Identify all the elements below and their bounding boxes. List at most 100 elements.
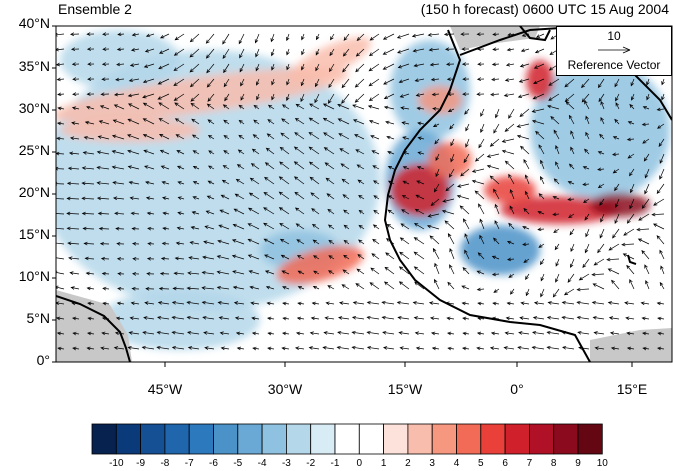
wind-vector <box>386 223 395 230</box>
wind-vector <box>569 258 575 269</box>
wind-vector <box>661 93 665 101</box>
wind-vector <box>373 209 380 215</box>
wind-vector <box>248 192 260 200</box>
wind-vector <box>427 33 440 37</box>
wind-vector <box>506 240 515 245</box>
wind-vector <box>278 207 290 215</box>
wind-vector <box>477 62 485 66</box>
wind-vector <box>270 48 275 57</box>
wind-vector <box>127 118 140 125</box>
wind-vector <box>656 235 665 245</box>
wind-vector <box>68 256 80 260</box>
wind-vector <box>576 287 590 292</box>
wind-vector <box>265 285 275 290</box>
wind-vector <box>645 280 650 290</box>
wind-vector <box>240 93 245 101</box>
wind-vector <box>533 78 545 84</box>
wind-vector <box>99 105 110 110</box>
wind-vector <box>471 179 485 185</box>
wind-vector <box>72 346 80 351</box>
wind-vector <box>354 78 365 88</box>
wind-vector <box>340 163 350 170</box>
wind-vector <box>336 345 350 350</box>
wind-vector <box>177 181 185 185</box>
wind-vector <box>324 316 335 320</box>
wind-vector <box>614 213 620 224</box>
wind-vector <box>518 331 530 335</box>
wind-vector <box>519 145 530 155</box>
wind-vector <box>386 135 395 140</box>
anomaly-blob <box>56 67 349 123</box>
wind-vector <box>552 212 560 217</box>
wind-vector <box>444 220 455 230</box>
wind-vector <box>223 63 230 74</box>
wind-vector <box>278 176 290 185</box>
wind-vector <box>387 166 395 170</box>
wind-vector <box>501 138 515 143</box>
colorbar-label: -1 <box>330 458 340 469</box>
wind-vector <box>490 331 500 336</box>
wind-vector <box>503 346 515 350</box>
wind-vector <box>413 237 425 245</box>
wind-vector <box>552 196 560 200</box>
wind-vector <box>554 243 560 251</box>
anomaly-shading <box>56 30 670 350</box>
wind-vector <box>464 108 470 115</box>
wind-vector <box>132 256 140 261</box>
wind-vector <box>449 264 455 275</box>
wind-vector <box>636 227 650 232</box>
wind-vector <box>446 77 455 82</box>
wind-vector <box>158 63 170 70</box>
wind-vector <box>271 93 275 101</box>
colorbar-swatch <box>261 423 287 455</box>
wind-vector <box>657 331 665 336</box>
wind-vector <box>352 301 365 305</box>
anomaly-blob <box>590 193 650 217</box>
wind-vector <box>493 188 500 200</box>
wind-vector <box>253 104 260 110</box>
wind-vector <box>373 195 380 200</box>
wind-vector <box>145 180 155 185</box>
wind-vector <box>522 242 530 247</box>
wind-vector <box>81 211 95 216</box>
wind-vector <box>143 149 155 155</box>
wind-vector <box>371 253 380 260</box>
wind-vector <box>357 254 365 260</box>
wind-vector <box>131 226 140 231</box>
wind-vector <box>450 138 455 147</box>
wind-vector <box>255 78 260 86</box>
wind-vector <box>308 161 320 170</box>
wind-vector <box>629 103 635 110</box>
wind-vector <box>477 301 485 306</box>
wind-vector <box>218 316 230 320</box>
wind-vector <box>66 181 80 186</box>
wind-vector <box>72 92 80 97</box>
wind-vector <box>476 346 485 351</box>
wind-vector <box>144 301 155 305</box>
wind-vector <box>147 241 155 246</box>
wind-vector <box>385 238 395 245</box>
south-america-mask <box>56 290 132 362</box>
wind-vector <box>356 33 365 41</box>
wind-vector <box>192 196 200 200</box>
wind-vector <box>96 196 110 201</box>
wind-vector <box>293 146 305 155</box>
wind-vector <box>627 121 635 125</box>
wind-vector <box>66 196 80 201</box>
wind-vector <box>354 93 365 103</box>
wind-vector <box>493 288 500 293</box>
wind-vector <box>186 286 200 291</box>
wind-vector <box>352 119 365 125</box>
wind-vector <box>337 103 350 110</box>
wind-vector <box>387 209 395 215</box>
wind-vector <box>369 282 380 290</box>
wind-vector <box>101 271 110 276</box>
wind-vector <box>252 346 260 351</box>
wind-vector <box>398 281 410 290</box>
plot-area <box>56 26 672 362</box>
wind-vector <box>114 331 125 335</box>
colorbar-label: 5 <box>478 458 484 469</box>
wind-vector <box>251 316 260 321</box>
wind-vector <box>312 285 320 290</box>
wind-vector <box>546 315 560 320</box>
